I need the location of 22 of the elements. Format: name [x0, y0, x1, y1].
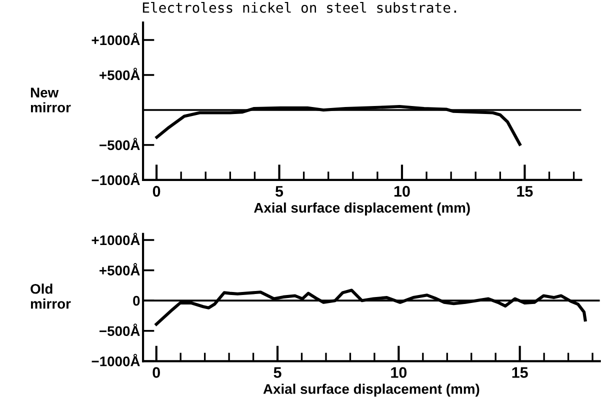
x-tick-label: 5	[275, 186, 284, 197]
x-tick-label: 10	[391, 367, 407, 378]
y-axis-title: Old mirror	[30, 284, 71, 309]
y-tick-label: +1000Å	[92, 32, 140, 46]
x-tick-label: 0	[152, 367, 160, 378]
y-tick-label: +1000Å	[92, 232, 140, 246]
x-tick-label: 5	[274, 367, 282, 378]
y-axis-title: New mirror	[30, 88, 71, 112]
y-tick-label: +500Å	[100, 263, 140, 276]
x-tick-label: 0	[152, 186, 160, 197]
x-axis-title: Axial surface displacement (mm)	[254, 202, 470, 216]
x-tick-label: 15	[517, 186, 533, 197]
x-axis-title: Axial surface displacement (mm)	[263, 384, 480, 397]
chart-title: Electroless nickel on steel substrate.	[142, 2, 456, 13]
y-tick-label: 0	[133, 296, 140, 306]
y-tick-label: −500Å	[100, 138, 140, 150]
y-tick-label: +500Å	[100, 68, 140, 80]
y-tick-label: −500Å	[100, 324, 140, 336]
x-tick-label: 10	[394, 186, 410, 197]
y-tick-label: −1000Å	[92, 354, 140, 366]
x-tick-label: 15	[512, 367, 528, 378]
y-tick-label: −1000Å	[92, 172, 140, 186]
